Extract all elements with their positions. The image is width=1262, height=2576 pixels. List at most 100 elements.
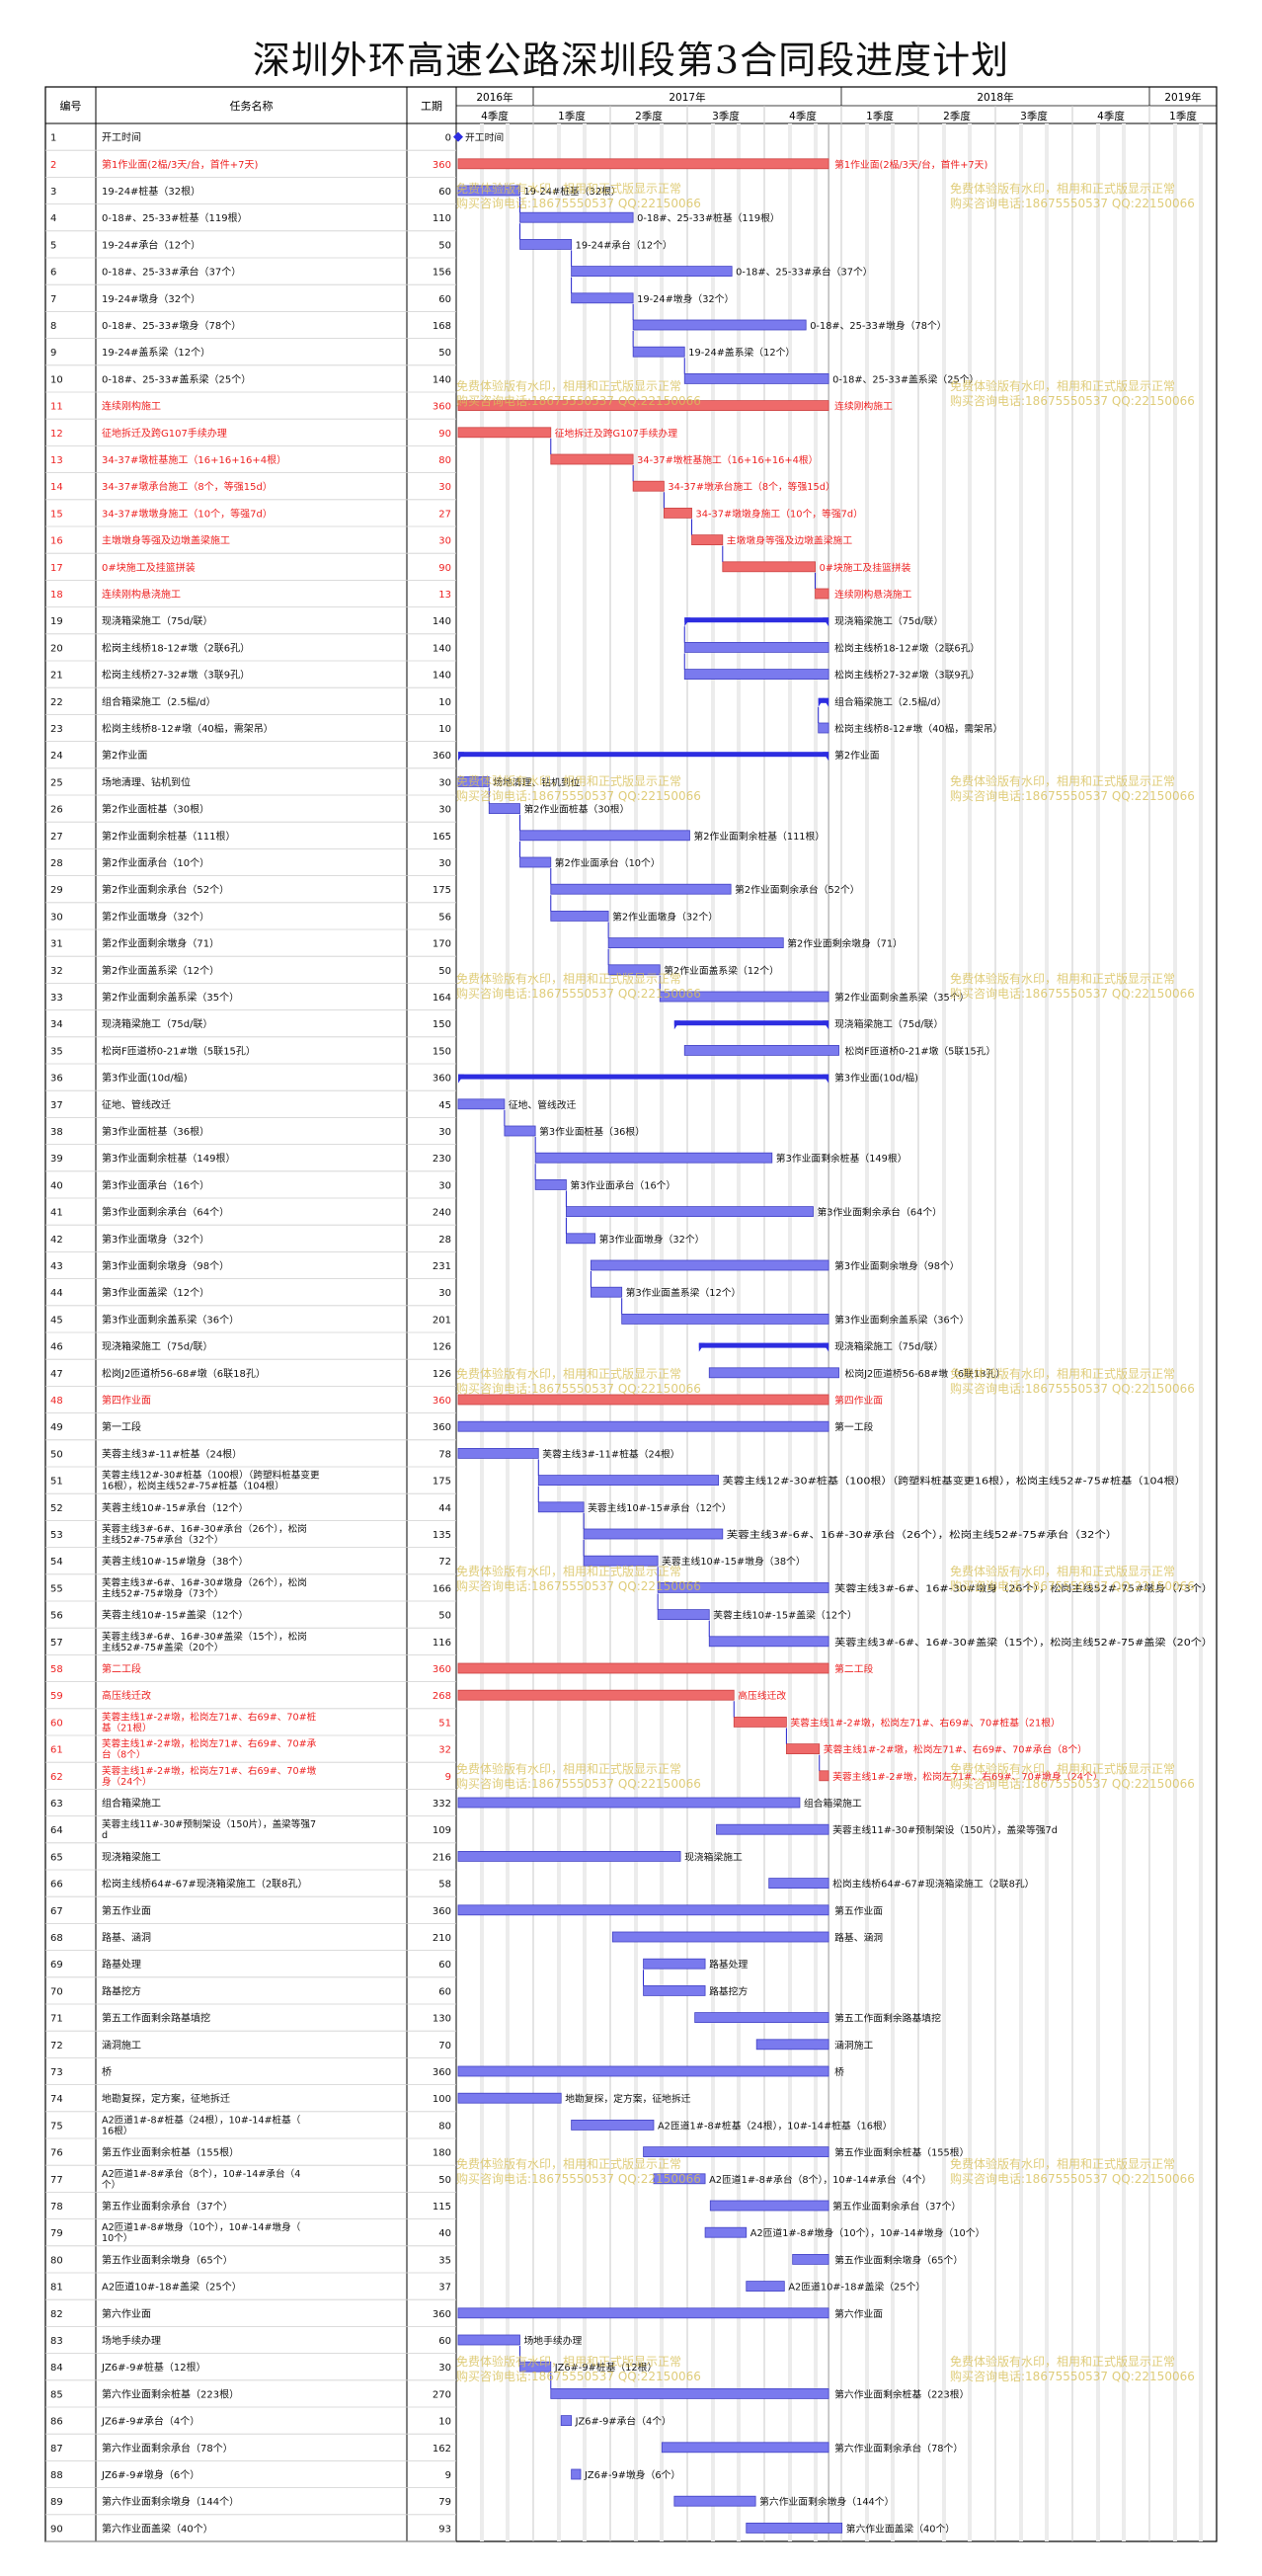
task-bar-label: 第2作业面 xyxy=(834,749,880,762)
task-id: 53 xyxy=(50,1530,63,1541)
task-name: 连续刚构悬浇施工 xyxy=(102,588,181,601)
task-duration: 10 xyxy=(438,697,451,708)
task-name: 松岗主线桥64#-67#现浇箱梁施工（2联8孔） xyxy=(102,1878,308,1891)
task-bar xyxy=(591,1259,829,1271)
task-duration: 140 xyxy=(433,616,451,627)
year-label: 2019年 xyxy=(1164,91,1201,104)
task-name: 现浇箱梁施工（75d/联） xyxy=(102,1017,212,1030)
task-duration: 210 xyxy=(433,1933,451,1944)
milestone-marker xyxy=(453,131,463,142)
task-bar-label: A2匝道1#-8#承台（8个），10#-14#承台（4个） xyxy=(709,2173,931,2186)
task-bar xyxy=(457,1448,539,1459)
task-name: 现浇箱梁施工 xyxy=(102,1850,161,1863)
task-bar-label: JZ6#-9#承台（4个） xyxy=(575,2415,671,2428)
task-name-line: 16根） xyxy=(102,2125,132,2136)
watermark-line: 购买咨询电话:18675550537 QQ:22150066 xyxy=(950,788,1195,803)
task-duration: 27 xyxy=(438,509,451,520)
watermark-line: 免费体验版有水印，相用和正式版显示正常 xyxy=(456,2354,681,2369)
task-bar xyxy=(457,776,490,787)
task-name: 第六作业面剩余桩基（223根） xyxy=(102,2387,239,2400)
task-duration: 28 xyxy=(438,1235,451,1246)
task-bar xyxy=(504,1125,536,1137)
task-name: 19-24#承台（12个） xyxy=(102,238,200,251)
task-name: 主墩墩身等强及边墩盖梁施工 xyxy=(102,534,230,547)
watermark-line: 免费体验版有水印，相用和正式版显示正常 xyxy=(950,971,1175,986)
task-name: 第3作业面(10d/榀) xyxy=(102,1072,188,1085)
task-id: 74 xyxy=(50,2094,63,2105)
task-id: 88 xyxy=(50,2470,63,2481)
task-id: 26 xyxy=(50,805,63,816)
task-bar-label: 现浇箱梁施工（75d/联） xyxy=(834,1017,943,1030)
task-id: 18 xyxy=(50,590,63,601)
task-id: 12 xyxy=(50,429,63,440)
task-bar-label: 组合箱梁施工（2.5榀/d） xyxy=(834,695,946,708)
task-bar xyxy=(550,883,732,895)
task-bar xyxy=(704,2226,748,2238)
task-name: 第四作业面 xyxy=(102,1394,151,1407)
task-duration: 30 xyxy=(438,1127,451,1138)
task-id: 4 xyxy=(50,213,56,224)
task-bar-label: 第3作业面盖系梁（12个） xyxy=(626,1286,742,1299)
task-id: 32 xyxy=(50,966,63,977)
task-name: 19-24#桩基（32根） xyxy=(102,185,200,198)
task-id: 52 xyxy=(50,1503,63,1514)
task-duration: 100 xyxy=(433,2094,451,2105)
task-name: 34-37#墩承台施工（8个，等强15d） xyxy=(102,480,273,493)
task-bar xyxy=(571,292,634,304)
task-duration: 30 xyxy=(438,777,451,788)
task-name: 第1作业面(2榀/3天/台，首件+7天) xyxy=(102,158,258,171)
watermark-line: 购买咨询电话:18675550537 QQ:22150066 xyxy=(456,788,701,803)
task-id: 36 xyxy=(50,1074,63,1085)
watermark-line: 免费体验版有水印，相用和正式版显示正常 xyxy=(456,1564,681,1578)
task-name: 松岗主线桥27-32#墩（3联9孔） xyxy=(102,669,250,682)
task-bar-label: 征地、管线改迁 xyxy=(509,1098,577,1111)
task-bar xyxy=(571,2468,582,2480)
task-duration: 201 xyxy=(433,1315,451,1326)
task-bar xyxy=(550,2387,829,2399)
task-duration: 72 xyxy=(438,1557,451,1568)
task-bar-label: 高压线迁改 xyxy=(738,1689,786,1702)
critical-task-bar xyxy=(815,588,829,600)
task-duration: 50 xyxy=(438,348,451,359)
task-duration: 60 xyxy=(438,187,451,198)
task-bar xyxy=(571,2119,655,2131)
task-id: 44 xyxy=(50,1288,63,1299)
task-duration: 150 xyxy=(433,1046,451,1057)
page-title: 深圳外环高速公路深圳段第3合同段进度计划 xyxy=(252,39,1010,82)
task-bar-label: 第3作业面剩余桩基（149根） xyxy=(776,1152,907,1165)
task-bar-label: 第六作业面剩余桩基（223根） xyxy=(834,2387,969,2400)
task-duration: 51 xyxy=(438,1718,451,1729)
task-duration: 79 xyxy=(438,2497,451,2508)
task-name: 征地、管线改迁 xyxy=(102,1098,171,1111)
task-bar-label: 芙蓉主线3#-6#、16#-30#承台（26个），松岗主线52#-75#承台（3… xyxy=(727,1528,1118,1541)
task-duration: 90 xyxy=(438,429,451,440)
task-id: 39 xyxy=(50,1154,63,1165)
task-name: 第五工作面剩余路基填挖 xyxy=(102,2012,210,2025)
task-duration: 50 xyxy=(438,240,451,251)
task-duration: 140 xyxy=(433,671,451,682)
task-bar xyxy=(643,1958,706,1970)
task-duration: 60 xyxy=(438,1986,451,1997)
critical-task-bar xyxy=(457,1394,829,1406)
task-name: 第二工段 xyxy=(102,1662,141,1675)
task-duration: 44 xyxy=(438,1503,451,1514)
task-bar-label: 第2作业面剩余盖系梁（35个） xyxy=(834,991,969,1004)
task-duration: 140 xyxy=(433,643,451,654)
task-bar-label: 芙蓉主线1#-2#墩，松岗左71#、右69#、70#墩身（24个） xyxy=(832,1770,1102,1783)
task-id: 89 xyxy=(50,2497,63,2508)
task-id: 33 xyxy=(50,993,63,1004)
task-name-line: 芙蓉主线1#-2#墩，松岗左71#、右69#、70#桩 xyxy=(102,1711,317,1723)
task-name-line: A2匝道1#-8#承台（8个），10#-14#承台（4 xyxy=(102,2168,300,2180)
critical-task-bar xyxy=(457,400,829,412)
summary-bar-end-cap xyxy=(823,1074,829,1084)
task-bar xyxy=(457,185,520,197)
task-duration: 126 xyxy=(433,1342,451,1353)
col-header-id: 编号 xyxy=(60,99,82,113)
summary-bar-start-cap xyxy=(684,617,691,627)
task-bar-label: 第3作业面剩余承台（64个） xyxy=(817,1206,941,1219)
task-id: 16 xyxy=(50,536,63,547)
task-id: 50 xyxy=(50,1449,63,1460)
task-bar-label: 第一工段 xyxy=(834,1420,873,1433)
task-bar xyxy=(709,2200,829,2212)
quarter-label: 3季度 xyxy=(1020,110,1048,122)
